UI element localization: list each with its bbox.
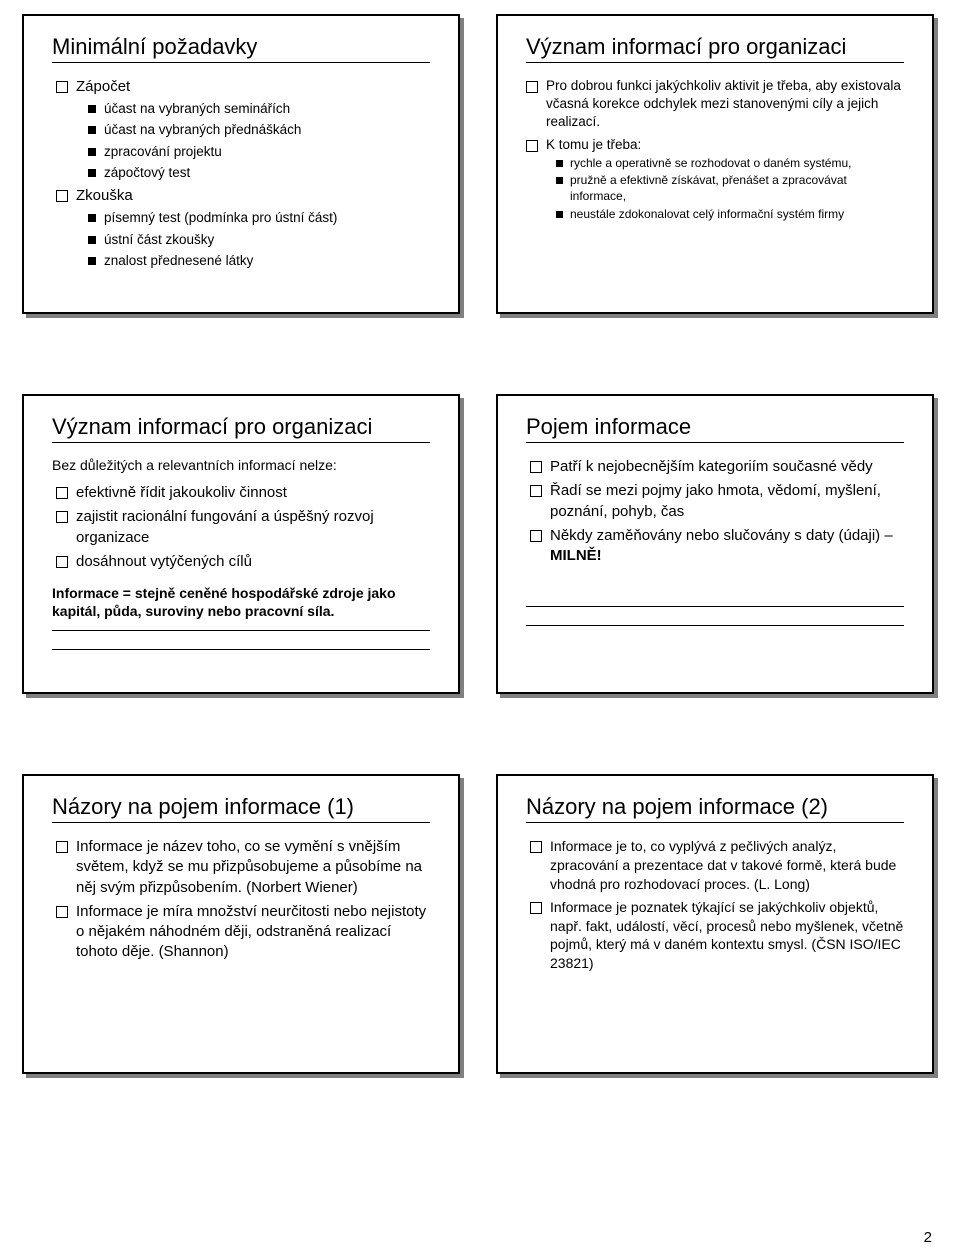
item-text: Někdy zaměňovány nebo slučovány s daty (… bbox=[550, 527, 893, 564]
slide-meaning-org-2: Význam informací pro organizaci Bez důle… bbox=[22, 394, 460, 694]
slide-meaning-org-1: Význam informací pro organizaci Pro dobr… bbox=[496, 14, 934, 314]
list-item: Informace je to, co vyplývá z pečlivých … bbox=[530, 837, 904, 894]
list-item: K tomu je třeba: rychle a operativně se … bbox=[526, 136, 904, 223]
list-item: písemný test (podmínka pro ústní část) bbox=[88, 209, 430, 227]
item-text: Zápočet bbox=[76, 78, 130, 95]
list-item: Řadí se mezi pojmy jako hmota, vědomí, m… bbox=[530, 481, 904, 522]
list-item: zápočtový test bbox=[88, 164, 430, 182]
bullet-list: Patří k nejobecnějším kategoriím současn… bbox=[526, 457, 904, 566]
intro-text: Bez důležitých a relevantních informací … bbox=[52, 457, 430, 473]
list-item: dosáhnout vytýčených cílů bbox=[56, 552, 430, 572]
slide-views-2: Názory na pojem informace (2) Informace … bbox=[496, 774, 934, 1074]
bullet-list: Pro dobrou funkci jakýchkoliv aktivit je… bbox=[526, 77, 904, 222]
list-item: neustále zdokonalovat celý informační sy… bbox=[556, 207, 904, 223]
list-item: Zápočet účast na vybraných seminářích úč… bbox=[56, 77, 430, 182]
slide-title: Význam informací pro organizaci bbox=[52, 414, 430, 440]
slide-row: Názory na pojem informace (1) Informace … bbox=[22, 774, 938, 1074]
slide-row: Minimální požadavky Zápočet účast na vyb… bbox=[22, 14, 938, 314]
item-text: účast na vybraných přednáškách bbox=[104, 122, 301, 137]
item-text: dosáhnout vytýčených cílů bbox=[76, 553, 252, 570]
bullet-list: Informace je to, co vyplývá z pečlivých … bbox=[526, 837, 904, 973]
bullet-list: efektivně řídit jakoukoliv činnost zajis… bbox=[52, 483, 430, 572]
page: Minimální požadavky Zápočet účast na vyb… bbox=[0, 0, 960, 1104]
list-item: Patří k nejobecnějším kategoriím současn… bbox=[530, 457, 904, 477]
page-number: 2 bbox=[924, 1229, 932, 1246]
title-rule bbox=[52, 822, 430, 823]
item-text: Informace je to, co vyplývá z pečlivých … bbox=[550, 838, 896, 892]
list-item: ústní část zkoušky bbox=[88, 231, 430, 249]
slide-title: Názory na pojem informace (1) bbox=[52, 794, 430, 820]
item-text: znalost přednesené látky bbox=[104, 253, 253, 268]
title-rule bbox=[52, 62, 430, 63]
list-item: zpracování projektu bbox=[88, 143, 430, 161]
list-item: zajistit racionální fungování a úspěšný … bbox=[56, 507, 430, 548]
list-item: efektivně řídit jakoukoliv činnost bbox=[56, 483, 430, 503]
list-item: Někdy zaměňovány nebo slučovány s daty (… bbox=[530, 526, 904, 567]
list-item: Informace je poznatek týkající se jakých… bbox=[530, 898, 904, 974]
item-text: Informace je poznatek týkající se jakých… bbox=[550, 899, 903, 972]
title-rule bbox=[52, 442, 430, 443]
list-item: rychle a operativně se rozhodovat o dané… bbox=[556, 156, 904, 172]
item-text: Informace je název toho, co se vymění s … bbox=[76, 838, 422, 896]
list-item: pružně a efektivně získávat, přenášet a … bbox=[556, 173, 904, 204]
list-item: Informace je název toho, co se vymění s … bbox=[56, 837, 430, 898]
slide-views-1: Názory na pojem informace (1) Informace … bbox=[22, 774, 460, 1074]
list-item: znalost přednesené látky bbox=[88, 252, 430, 270]
note-text: Informace = stejně ceněné hospodářské zd… bbox=[52, 584, 430, 620]
item-text: zápočtový test bbox=[104, 165, 190, 180]
item-text: rychle a operativně se rozhodovat o dané… bbox=[570, 156, 851, 170]
title-rule bbox=[526, 822, 904, 823]
list-item: Informace je míra množství neurčitosti n… bbox=[56, 902, 430, 963]
item-text: zajistit racionální fungování a úspěšný … bbox=[76, 508, 374, 545]
item-text: Zkouška bbox=[76, 187, 133, 204]
item-text: pružně a efektivně získávat, přenášet a … bbox=[570, 173, 847, 203]
list-item: Zkouška písemný test (podmínka pro ústní… bbox=[56, 186, 430, 270]
sublist: písemný test (podmínka pro ústní část) ú… bbox=[76, 209, 430, 270]
sublist: rychle a operativně se rozhodovat o dané… bbox=[546, 156, 904, 222]
spacer bbox=[52, 631, 430, 639]
list-item: Pro dobrou funkci jakýchkoliv aktivit je… bbox=[526, 77, 904, 132]
list-item: účast na vybraných seminářích bbox=[88, 100, 430, 118]
slide-title: Pojem informace bbox=[526, 414, 904, 440]
item-text: Informace je míra množství neurčitosti n… bbox=[76, 903, 426, 961]
item-text: ústní část zkoušky bbox=[104, 232, 214, 247]
bullet-list: Informace je název toho, co se vymění s … bbox=[52, 837, 430, 963]
sublist: účast na vybraných seminářích účast na v… bbox=[76, 100, 430, 182]
item-text: neustále zdokonalovat celý informační sy… bbox=[570, 207, 844, 221]
title-rule bbox=[526, 62, 904, 63]
slide-minimal-requirements: Minimální požadavky Zápočet účast na vyb… bbox=[22, 14, 460, 314]
item-text: písemný test (podmínka pro ústní část) bbox=[104, 210, 337, 225]
spacer bbox=[526, 607, 904, 615]
item-text: Patří k nejobecnějším kategoriím současn… bbox=[550, 458, 873, 475]
slide-title: Význam informací pro organizaci bbox=[526, 34, 904, 60]
slide-title: Názory na pojem informace (2) bbox=[526, 794, 904, 820]
slide-title: Minimální požadavky bbox=[52, 34, 430, 60]
item-text: Řadí se mezi pojmy jako hmota, vědomí, m… bbox=[550, 482, 881, 519]
bottom-rule bbox=[526, 625, 904, 626]
slide-row: Význam informací pro organizaci Bez důle… bbox=[22, 394, 938, 694]
item-text: K tomu je třeba: bbox=[546, 137, 641, 152]
item-text: Pro dobrou funkci jakýchkoliv aktivit je… bbox=[546, 78, 901, 129]
list-item: účast na vybraných přednáškách bbox=[88, 121, 430, 139]
bottom-rule bbox=[52, 649, 430, 650]
slide-concept-info: Pojem informace Patří k nejobecnějším ka… bbox=[496, 394, 934, 694]
item-text: efektivně řídit jakoukoliv činnost bbox=[76, 484, 287, 501]
item-text: účast na vybraných seminářích bbox=[104, 101, 290, 116]
item-text: zpracování projektu bbox=[104, 144, 222, 159]
title-rule bbox=[526, 442, 904, 443]
bullet-list: Zápočet účast na vybraných seminářích úč… bbox=[52, 77, 430, 270]
